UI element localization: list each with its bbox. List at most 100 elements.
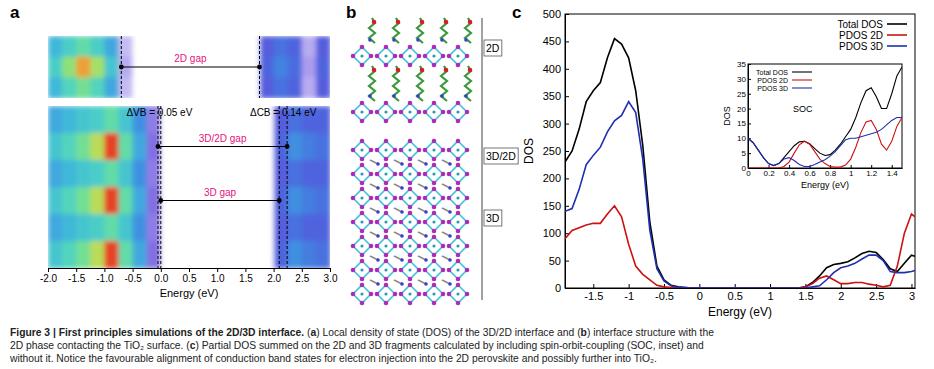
tick: -1: [624, 284, 634, 302]
structure: [351, 18, 473, 305]
octahedron: [401, 261, 419, 279]
heat-cell: [189, 214, 204, 242]
octahedron: [449, 285, 467, 303]
heat-cell: [189, 77, 204, 98]
tick-mark: [245, 268, 246, 272]
atom: [432, 220, 435, 223]
tick-label: 0.8: [825, 169, 837, 178]
atom: [384, 196, 387, 199]
atom: [399, 292, 404, 297]
heat-cell: [316, 187, 330, 215]
heat-cell: [175, 160, 190, 188]
atom: [351, 244, 356, 249]
heat-cell: [133, 241, 148, 268]
tick: 0: [742, 164, 751, 173]
atom: [375, 148, 380, 153]
atom: [375, 268, 380, 273]
atom: [441, 172, 446, 177]
atom: [393, 292, 398, 297]
octahedron: [449, 237, 467, 255]
tick-label: -2.0: [40, 273, 58, 284]
tick-label: 100: [543, 227, 561, 239]
annotation: ΔCB = 0.14 eV: [250, 107, 317, 118]
atom: [423, 220, 428, 225]
tick-mark: [48, 268, 49, 272]
atom: [400, 258, 404, 262]
atom: [384, 110, 387, 113]
heat-cell: [217, 77, 232, 98]
tick-mark: [892, 165, 893, 168]
atom: [441, 110, 446, 115]
heat-cell: [245, 36, 260, 57]
caption-text: ) Local density of state (DOS) of the 3D…: [316, 327, 580, 338]
atom: [392, 38, 396, 42]
atom: [376, 186, 380, 190]
tick-mark: [565, 124, 569, 125]
atom: [441, 244, 446, 249]
tick-mark: [302, 268, 303, 272]
atom: [408, 292, 411, 295]
atom: [369, 292, 374, 297]
octahedron: [425, 47, 443, 65]
atom: [424, 258, 428, 262]
tick-label: 35: [737, 60, 746, 69]
atom: [408, 253, 413, 258]
atom: [375, 110, 380, 115]
atom: [456, 172, 459, 175]
atom: [384, 301, 389, 306]
heat-cell: [119, 36, 134, 57]
dashed-line: [157, 106, 158, 268]
atom: [447, 244, 452, 249]
atom: [408, 181, 413, 186]
tick: -2.0: [40, 268, 58, 284]
tick-label: 0: [746, 169, 751, 178]
heat-cell: [90, 160, 105, 188]
atom: [432, 196, 435, 199]
atom: [448, 210, 452, 214]
scale-line: [482, 18, 483, 300]
octahedron: [449, 165, 467, 183]
atom: [369, 268, 374, 273]
tick-label: -1.0: [96, 273, 114, 284]
atom: [447, 268, 452, 273]
series-line: [565, 39, 915, 288]
atom: [416, 38, 420, 42]
heat-cell: [231, 77, 246, 98]
atom: [408, 54, 411, 57]
atom: [432, 119, 437, 124]
heat-cell: [245, 77, 260, 98]
atom: [351, 220, 356, 225]
atom: [384, 268, 387, 271]
octahedron: [377, 165, 395, 183]
atom: [432, 229, 437, 234]
tick: 300: [543, 118, 569, 130]
atom: [360, 229, 365, 234]
atom: [399, 196, 404, 201]
atom: [456, 54, 459, 57]
heat-cell: [288, 36, 303, 57]
atom: [369, 220, 374, 225]
atom: [468, 20, 473, 25]
atom: [408, 259, 413, 264]
heat-cell: [274, 36, 289, 57]
tick: 2: [838, 284, 844, 302]
legend: Total DOSPDOS 2DPDOS 3D: [837, 19, 907, 52]
tick-label: 1.5: [239, 273, 253, 284]
octahedron: [449, 103, 467, 121]
tick-label: 0: [697, 290, 703, 302]
atom: [456, 163, 461, 168]
atom: [432, 253, 437, 258]
tick-label: 1.2: [866, 169, 878, 178]
heat-cell: [217, 160, 232, 188]
atom: [456, 110, 459, 113]
heat-cell: [76, 214, 91, 242]
tick-label: 450: [543, 35, 561, 47]
tick-label: 250: [543, 145, 561, 157]
heat-cell: [302, 77, 317, 98]
tick-label: 350: [543, 90, 561, 102]
heat-cell: [203, 160, 218, 188]
heat-cell: [104, 57, 119, 78]
atom: [420, 68, 425, 73]
heat-cell: [231, 160, 246, 188]
octahedron: [353, 213, 371, 231]
